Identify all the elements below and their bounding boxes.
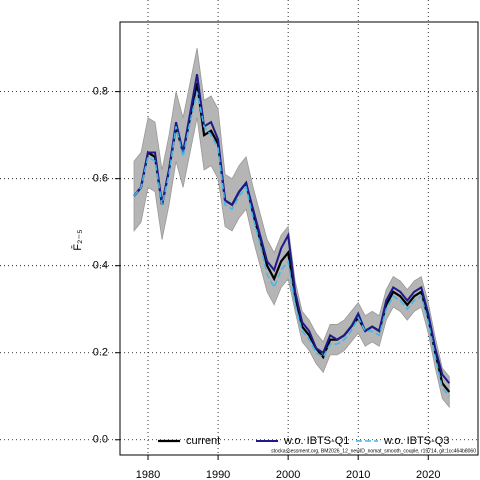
y-tick-label: 0.0 [93,434,108,446]
x-tick-label: 1980 [136,469,160,480]
series-line [133,74,451,384]
footnote: stockassessment.org, BM2026_12_newID_nom… [271,448,476,454]
x-tick-label: 2000 [276,469,300,480]
legend-label: current [186,435,220,447]
y-tick-label: 0.6 [93,173,108,185]
series-line [133,91,450,397]
y-tick-label: 0.2 [93,347,108,359]
plot-frame [119,21,479,456]
y-tick-label: 0.4 [93,260,108,272]
y-axis-label: F̄₂₋₅ [71,229,84,250]
y-tick-label: 0.8 [93,86,108,98]
x-tick-label: 1990 [206,469,230,480]
confidence-band [133,48,450,409]
x-tick-label: 2020 [416,469,440,480]
legend-label: w.o. IBTS-Q1 [283,435,349,447]
x-tick-label: 2010 [346,469,370,480]
legend-label: w.o. IBTS-Q3 [383,435,449,447]
